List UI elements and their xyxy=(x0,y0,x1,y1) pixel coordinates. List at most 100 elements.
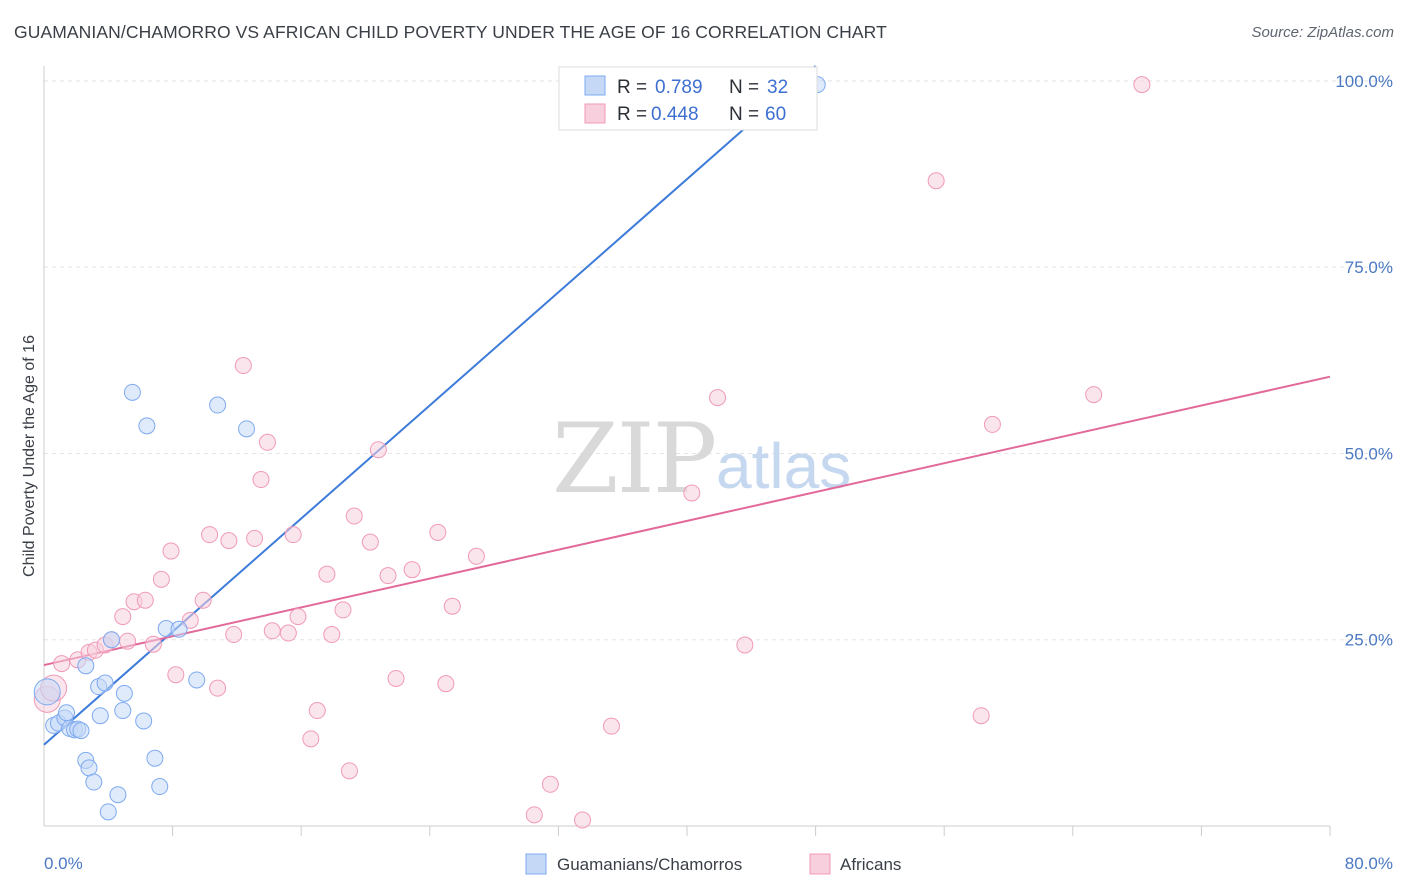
correlation-legend: R = 0.789 N = 32 R = 0.448 N = 60 xyxy=(558,66,818,131)
african-point xyxy=(379,567,397,585)
guamanian-point xyxy=(91,707,109,725)
african-point xyxy=(246,529,264,547)
guamanian-point xyxy=(138,417,156,435)
guamanian-point xyxy=(146,749,164,767)
african-point xyxy=(284,526,302,544)
x-tick-label-min: 0.0% xyxy=(44,854,83,873)
african-point xyxy=(53,655,71,673)
legend-n-label-1: N = xyxy=(729,77,759,98)
african-point xyxy=(443,597,461,615)
african-point xyxy=(972,707,990,725)
african-point xyxy=(387,669,405,687)
guamanians-points xyxy=(33,76,826,821)
chart-title: GUAMANIAN/CHAMORRO VS AFRICAN CHILD POVE… xyxy=(14,22,887,42)
african-point xyxy=(429,523,447,541)
watermark-atlas: atlas xyxy=(716,430,851,502)
y-tick-label-100: 100.0% xyxy=(1335,72,1393,91)
y-axis-label: Child Poverty Under the Age of 16 xyxy=(21,335,38,577)
african-point xyxy=(194,591,212,609)
african-point xyxy=(736,636,754,654)
guamanian-point xyxy=(58,704,76,722)
legend-swatch-guamanians xyxy=(584,75,606,96)
legend-n-value-2: 60 xyxy=(765,104,786,125)
legend-r-value-1: 0.789 xyxy=(655,77,703,98)
legend-r-value-2: 0.448 xyxy=(651,104,699,125)
guamanian-point xyxy=(114,702,132,720)
series-legend: Guamanians/Chamorros Africans xyxy=(525,853,901,875)
african-point xyxy=(252,471,270,489)
trendline-africans xyxy=(43,375,1331,667)
guamanian-point xyxy=(99,803,117,821)
african-point xyxy=(279,624,297,642)
source-credit: Source: ZipAtlas.com xyxy=(1251,24,1394,41)
african-point xyxy=(258,433,276,451)
bottom-legend-label-guamanians: Guamanians/Chamorros xyxy=(557,855,742,874)
legend-n-label-2: N = xyxy=(729,104,759,125)
bottom-legend-swatch-africans xyxy=(809,853,831,875)
african-point xyxy=(437,675,455,693)
guamanian-point xyxy=(188,671,206,689)
guamanian-point xyxy=(115,684,133,702)
african-point xyxy=(334,601,352,619)
african-point xyxy=(574,811,592,829)
african-point xyxy=(683,484,701,502)
african-point xyxy=(403,561,421,579)
african-point xyxy=(152,570,170,588)
african-point xyxy=(181,611,199,629)
african-point xyxy=(345,507,363,525)
guamanian-point xyxy=(109,786,127,804)
guamanian-point xyxy=(77,657,95,675)
african-point xyxy=(525,806,543,824)
guamanian-point xyxy=(85,773,103,791)
african-point xyxy=(369,441,387,459)
guamanian-point xyxy=(238,420,256,438)
african-point xyxy=(308,702,326,720)
guamanian-point xyxy=(96,674,114,692)
y-tick-label-75: 75.0% xyxy=(1345,258,1393,277)
african-point xyxy=(302,730,320,748)
african-point xyxy=(209,679,227,697)
guamanian-point xyxy=(33,678,61,706)
african-point xyxy=(1133,76,1151,94)
bottom-legend-swatch-guamanians xyxy=(525,853,547,875)
guamanian-point xyxy=(209,396,227,414)
african-point xyxy=(467,547,485,565)
watermark: ZIP atlas xyxy=(552,403,851,515)
guamanian-point xyxy=(123,383,141,401)
y-tick-labels: 25.0% 50.0% 75.0% 100.0% xyxy=(1335,72,1393,650)
x-tick-label-max: 80.0% xyxy=(1345,854,1393,873)
african-point xyxy=(167,666,185,684)
legend-n-value-1: 32 xyxy=(767,77,788,98)
african-point xyxy=(323,626,341,644)
african-point xyxy=(114,608,132,626)
african-point xyxy=(318,565,336,583)
african-point xyxy=(119,632,137,650)
x-axis-ticks xyxy=(172,826,1331,836)
african-point xyxy=(144,635,162,653)
guamanian-point xyxy=(135,712,153,730)
african-point xyxy=(136,591,154,609)
african-point xyxy=(220,532,238,550)
african-point xyxy=(263,622,281,640)
african-point xyxy=(234,357,252,375)
bottom-legend-label-africans: Africans xyxy=(840,855,901,874)
african-point xyxy=(340,762,358,780)
guamanian-point xyxy=(72,722,90,740)
legend-swatch-africans xyxy=(584,103,606,124)
y-tick-label-50: 50.0% xyxy=(1345,444,1393,463)
african-point xyxy=(927,172,945,190)
legend-r-label-1: R = xyxy=(617,77,647,98)
african-point xyxy=(162,542,180,560)
african-point xyxy=(541,775,559,793)
african-point xyxy=(1085,386,1103,404)
guamanian-point xyxy=(80,759,98,777)
guamanian-point xyxy=(151,778,169,796)
gridlines xyxy=(44,80,1392,641)
african-point xyxy=(225,626,243,644)
y-tick-label-25: 25.0% xyxy=(1345,631,1393,650)
guamanian-point xyxy=(170,620,188,638)
african-point xyxy=(602,717,620,735)
african-point xyxy=(709,389,727,407)
guamanian-point xyxy=(103,631,121,649)
